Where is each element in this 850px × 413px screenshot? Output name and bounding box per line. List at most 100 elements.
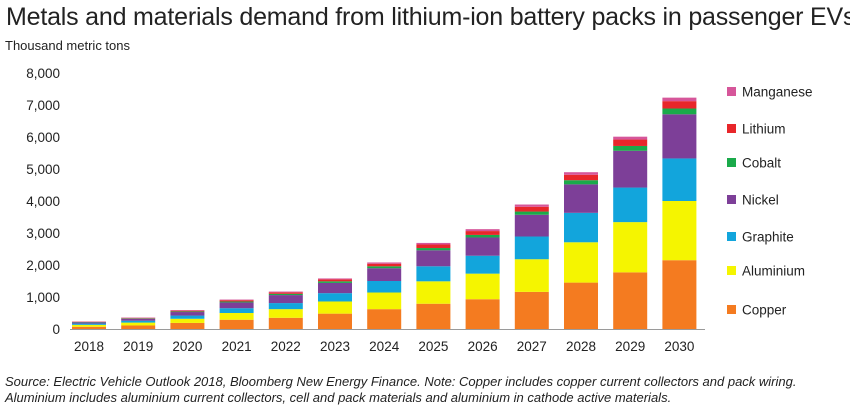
x-tick-label: 2024 xyxy=(369,339,400,354)
bar-segment-lithium-2021 xyxy=(219,300,254,302)
legend-swatch-copper xyxy=(727,305,736,314)
bar-segment-cobalt-2021 xyxy=(219,301,254,303)
bar-segment-graphite-2027 xyxy=(514,236,549,260)
y-tick-label: 6,000 xyxy=(26,130,60,145)
bar-segment-aluminium-2021 xyxy=(219,313,254,320)
legend-swatch-lithium xyxy=(727,124,736,133)
x-tick-label: 2028 xyxy=(566,339,596,354)
bar-segment-lithium-2030 xyxy=(662,101,697,109)
bar-segment-nickel-2029 xyxy=(613,150,648,188)
legend-label-graphite: Graphite xyxy=(742,230,794,245)
y-axis: 0 1,000 2,000 3,000 4,000 5,000 6,000 7,000 8,00… xyxy=(26,66,60,337)
bar-segment-manganese-2024 xyxy=(367,262,402,264)
bar-segment-lithium-2027 xyxy=(514,206,549,212)
bar-segment-lithium-2022 xyxy=(268,292,303,294)
bar-segment-nickel-2019 xyxy=(121,318,156,321)
y-tick-label: 1,000 xyxy=(26,290,60,305)
bar-segment-aluminium-2024 xyxy=(367,292,402,310)
bar-segment-cobalt-2027 xyxy=(514,211,549,215)
bar-segment-nickel-2024 xyxy=(367,268,402,281)
legend: Manganese Lithium Cobalt Nickel Graphite Alum… xyxy=(727,85,813,318)
x-tick-label: 2018 xyxy=(74,339,104,354)
bar-segment-lithium-2026 xyxy=(465,231,500,235)
bar-segment-cobalt-2030 xyxy=(662,108,697,115)
bar-segment-nickel-2025 xyxy=(416,250,451,267)
bar-segment-lithium-2028 xyxy=(564,174,598,181)
bar-segment-nickel-2018 xyxy=(72,322,106,324)
bar-segment-aluminium-2025 xyxy=(416,281,451,304)
bar-segment-aluminium-2030 xyxy=(662,201,697,261)
bar-segment-graphite-2021 xyxy=(219,308,254,313)
bar-segment-manganese-2029 xyxy=(613,136,648,140)
x-tick-label: 2027 xyxy=(517,339,547,354)
bar-segment-aluminium-2019 xyxy=(121,322,156,326)
bar-segment-copper-2021 xyxy=(219,319,254,329)
bar-segment-cobalt-2020 xyxy=(170,311,205,313)
bar-segment-nickel-2022 xyxy=(268,295,303,304)
bar-segment-manganese-2021 xyxy=(219,299,254,301)
source-note: Source: Electric Vehicle Outlook 2018, B… xyxy=(5,374,796,406)
x-tick-label: 2030 xyxy=(664,339,694,354)
bar-segment-copper-2019 xyxy=(121,325,156,329)
legend-swatch-aluminium xyxy=(727,266,736,275)
bar-segment-copper-2028 xyxy=(564,282,598,329)
bar-segment-copper-2027 xyxy=(514,291,549,329)
bar-segment-graphite-2020 xyxy=(170,315,205,319)
bar-segment-graphite-2028 xyxy=(564,212,598,243)
legend-swatch-cobalt xyxy=(727,158,736,167)
bar-segment-copper-2020 xyxy=(170,322,205,329)
legend-swatch-manganese xyxy=(727,87,736,96)
source-note-line-1: Source: Electric Vehicle Outlook 2018, B… xyxy=(5,374,797,389)
bar-segment-lithium-2024 xyxy=(367,263,402,267)
y-tick-label: 2,000 xyxy=(26,258,60,273)
bar-segment-graphite-2026 xyxy=(465,255,500,274)
x-tick-label: 2026 xyxy=(468,339,498,354)
bar-segment-manganese-2023 xyxy=(318,278,352,280)
bar-segment-copper-2023 xyxy=(318,313,352,329)
x-tick-label: 2023 xyxy=(320,339,350,354)
bar-segment-graphite-2018 xyxy=(72,323,106,325)
bar-segment-copper-2025 xyxy=(416,303,451,329)
bar-segment-nickel-2021 xyxy=(219,302,254,309)
bar-segment-graphite-2022 xyxy=(268,303,303,310)
stacked-bar-chart: 0 1,000 2,000 3,000 4,000 5,000 6,000 7,000 8,00… xyxy=(26,66,813,354)
bar-segment-manganese-2022 xyxy=(268,291,303,293)
bar-segment-lithium-2023 xyxy=(318,279,352,282)
legend-label-lithium: Lithium xyxy=(742,122,786,137)
y-tick-label: 5,000 xyxy=(26,162,60,177)
x-tick-label: 2022 xyxy=(271,339,301,354)
bar-segment-nickel-2023 xyxy=(318,282,352,294)
source-note-line-2: Aluminium includes aluminium current col… xyxy=(5,390,672,405)
bar-segment-cobalt-2029 xyxy=(613,145,648,151)
bar-segment-copper-2030 xyxy=(662,260,697,329)
bar-segment-nickel-2020 xyxy=(170,312,205,316)
legend-swatch-nickel xyxy=(727,195,736,204)
legend-swatch-graphite xyxy=(727,232,736,241)
x-tick-label: 2021 xyxy=(222,339,252,354)
bar-segment-aluminium-2027 xyxy=(514,259,549,292)
bar-segment-aluminium-2018 xyxy=(72,324,106,327)
bars-group xyxy=(72,97,697,329)
bar-segment-nickel-2026 xyxy=(465,237,500,256)
y-tick-label: 4,000 xyxy=(26,194,60,209)
legend-label-aluminium: Aluminium xyxy=(742,264,805,279)
bar-segment-aluminium-2020 xyxy=(170,318,205,323)
bar-segment-graphite-2029 xyxy=(613,187,648,223)
bar-segment-graphite-2030 xyxy=(662,158,697,201)
x-tick-label: 2020 xyxy=(172,339,202,354)
y-tick-label: 3,000 xyxy=(26,226,60,241)
chart-title: Metals and materials demand from lithium… xyxy=(6,3,850,31)
bar-segment-manganese-2027 xyxy=(514,204,549,207)
bar-segment-nickel-2030 xyxy=(662,114,697,159)
bar-segment-lithium-2029 xyxy=(613,139,648,146)
bar-segment-cobalt-2024 xyxy=(367,266,402,269)
bar-segment-graphite-2023 xyxy=(318,293,352,302)
bar-segment-manganese-2026 xyxy=(465,229,500,232)
bar-segment-cobalt-2026 xyxy=(465,234,500,238)
y-tick-label: 8,000 xyxy=(26,66,60,81)
x-tick-label: 2019 xyxy=(123,339,153,354)
bar-segment-aluminium-2022 xyxy=(268,309,303,318)
bar-segment-manganese-2028 xyxy=(564,172,598,175)
bar-segment-lithium-2020 xyxy=(170,310,205,312)
y-axis-unit-label: Thousand metric tons xyxy=(5,38,131,53)
